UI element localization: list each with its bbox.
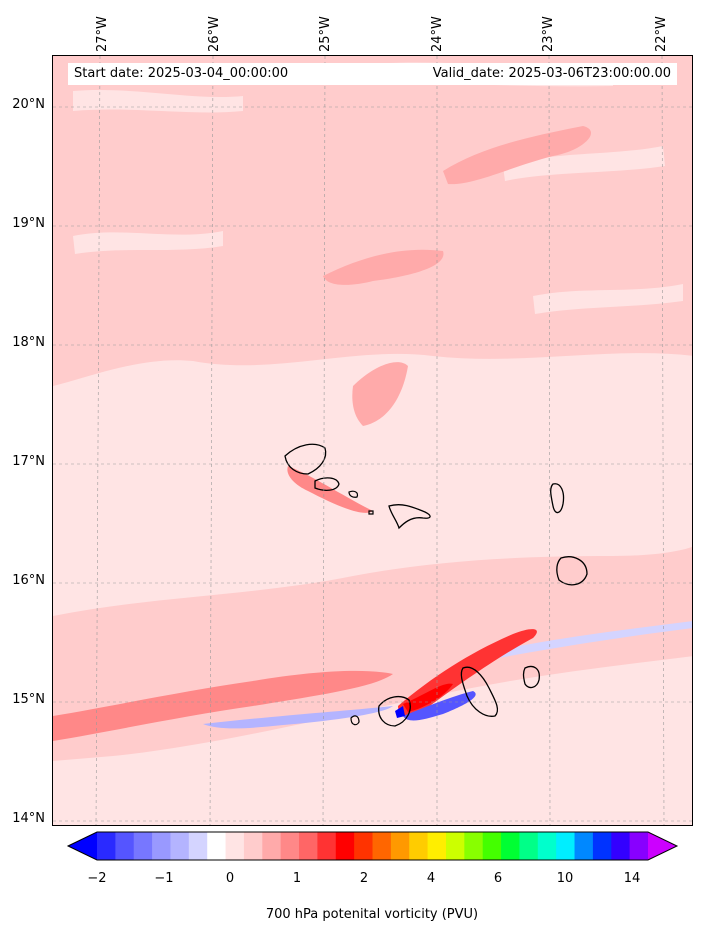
lat-label-17n: 17°N	[12, 454, 45, 469]
island-santo-antao	[284, 443, 327, 475]
info-box	[68, 63, 677, 85]
island-sao-nicolau	[388, 504, 431, 530]
colorbar-bin	[262, 832, 282, 860]
colorbar-bin	[299, 832, 318, 860]
islet	[368, 510, 374, 515]
pv-min	[403, 691, 476, 721]
colorbar-bin	[501, 832, 520, 860]
pv-max	[403, 683, 453, 712]
lon-label-25w: 25°W	[318, 16, 333, 52]
colorbar-bin	[427, 832, 447, 860]
colorbar-bin	[409, 832, 429, 860]
valid-date-label: Valid_date: 2025-03-06T23:00:00.00	[432, 66, 671, 81]
lon-label-24w: 24°W	[430, 16, 445, 52]
colorbar	[66, 831, 679, 861]
colorbar-bin	[574, 832, 594, 860]
lon-label-22w: 22°W	[654, 16, 669, 52]
colorbar-bin	[115, 832, 135, 860]
lon-label-23w: 23°W	[541, 16, 556, 52]
island-santiago	[460, 666, 499, 717]
colorbar-tick: 2	[359, 871, 369, 886]
lat-label-18n: 18°N	[12, 335, 45, 350]
colorbar-bin	[207, 832, 227, 860]
colorbar-bin	[97, 832, 116, 860]
pv-streak	[287, 466, 373, 513]
pv-streak	[352, 362, 408, 426]
colorbar-bin	[464, 832, 484, 860]
island-santa-luzia	[348, 490, 359, 498]
colorbar-label: 700 hPa potenital vorticity (PVU)	[265, 907, 479, 922]
colorbar-bin	[592, 832, 612, 860]
pv-patch	[503, 146, 665, 181]
island-boa-vista	[556, 556, 588, 586]
lat-label-15n: 15°N	[12, 692, 45, 707]
lat-label-14n: 14°N	[12, 811, 45, 826]
island-sal	[550, 483, 565, 514]
colorbar-extend-min	[68, 832, 97, 860]
island-brava	[350, 715, 360, 726]
colorbar-bin	[188, 832, 208, 860]
colorbar-bin	[556, 832, 576, 860]
colorbar-bin	[445, 832, 465, 860]
colorbar-tick: 0	[225, 871, 235, 886]
lat-label-20n: 20°N	[12, 97, 45, 112]
lon-label-27w: 27°W	[95, 16, 110, 52]
colorbar-tick: −2	[87, 871, 107, 886]
lon-label-26w: 26°W	[207, 16, 222, 52]
colorbar-bin	[629, 832, 649, 860]
colorbar-tick: 6	[493, 871, 503, 886]
colorbar-bin	[335, 832, 355, 860]
pv-patch	[533, 284, 683, 314]
colorbar-tick: 1	[292, 871, 302, 886]
colorbar-tick: 4	[426, 871, 436, 886]
pv-negative-streak	[473, 621, 692, 663]
colorbar-bin	[152, 832, 171, 860]
colorbar-tick: −1	[154, 871, 174, 886]
island-maio	[522, 665, 540, 689]
colorbar-tick: 10	[556, 871, 574, 886]
map-panel[interactable]	[52, 55, 693, 826]
pv-negative-streak	[203, 706, 393, 729]
pv-streak-strong	[53, 670, 393, 741]
colorbar-bin	[170, 832, 190, 860]
lat-label-16n: 16°N	[12, 573, 45, 588]
colorbar-bin	[317, 832, 337, 860]
lat-label-19n: 19°N	[12, 216, 45, 231]
pv-streak	[323, 249, 444, 285]
start-date-label: Start date: 2025-03-04_00:00:00	[74, 66, 289, 81]
colorbar-bin	[354, 832, 373, 860]
colorbar-tick: 14	[623, 871, 641, 886]
vorticity-field	[53, 56, 692, 825]
colorbar-outline	[66, 831, 679, 861]
colorbar-bin	[482, 832, 502, 860]
colorbar-bin	[390, 832, 410, 860]
colorbar-extend-max	[648, 832, 677, 860]
colorbar-bin	[243, 832, 263, 860]
colorbar-bin	[225, 832, 245, 860]
colorbar-bin	[372, 832, 392, 860]
island-fogo	[378, 695, 411, 727]
pv-patch	[73, 231, 223, 254]
colorbar-bin	[611, 832, 631, 860]
colorbar-bin	[133, 832, 153, 860]
colorbar-bin	[519, 832, 539, 860]
colorbar-bin	[280, 832, 300, 860]
pv-min-core	[395, 706, 405, 718]
island-sao-vicente	[314, 477, 340, 491]
graticule	[53, 56, 692, 825]
pv-streak	[443, 126, 592, 185]
colorbar-bin	[537, 832, 557, 860]
